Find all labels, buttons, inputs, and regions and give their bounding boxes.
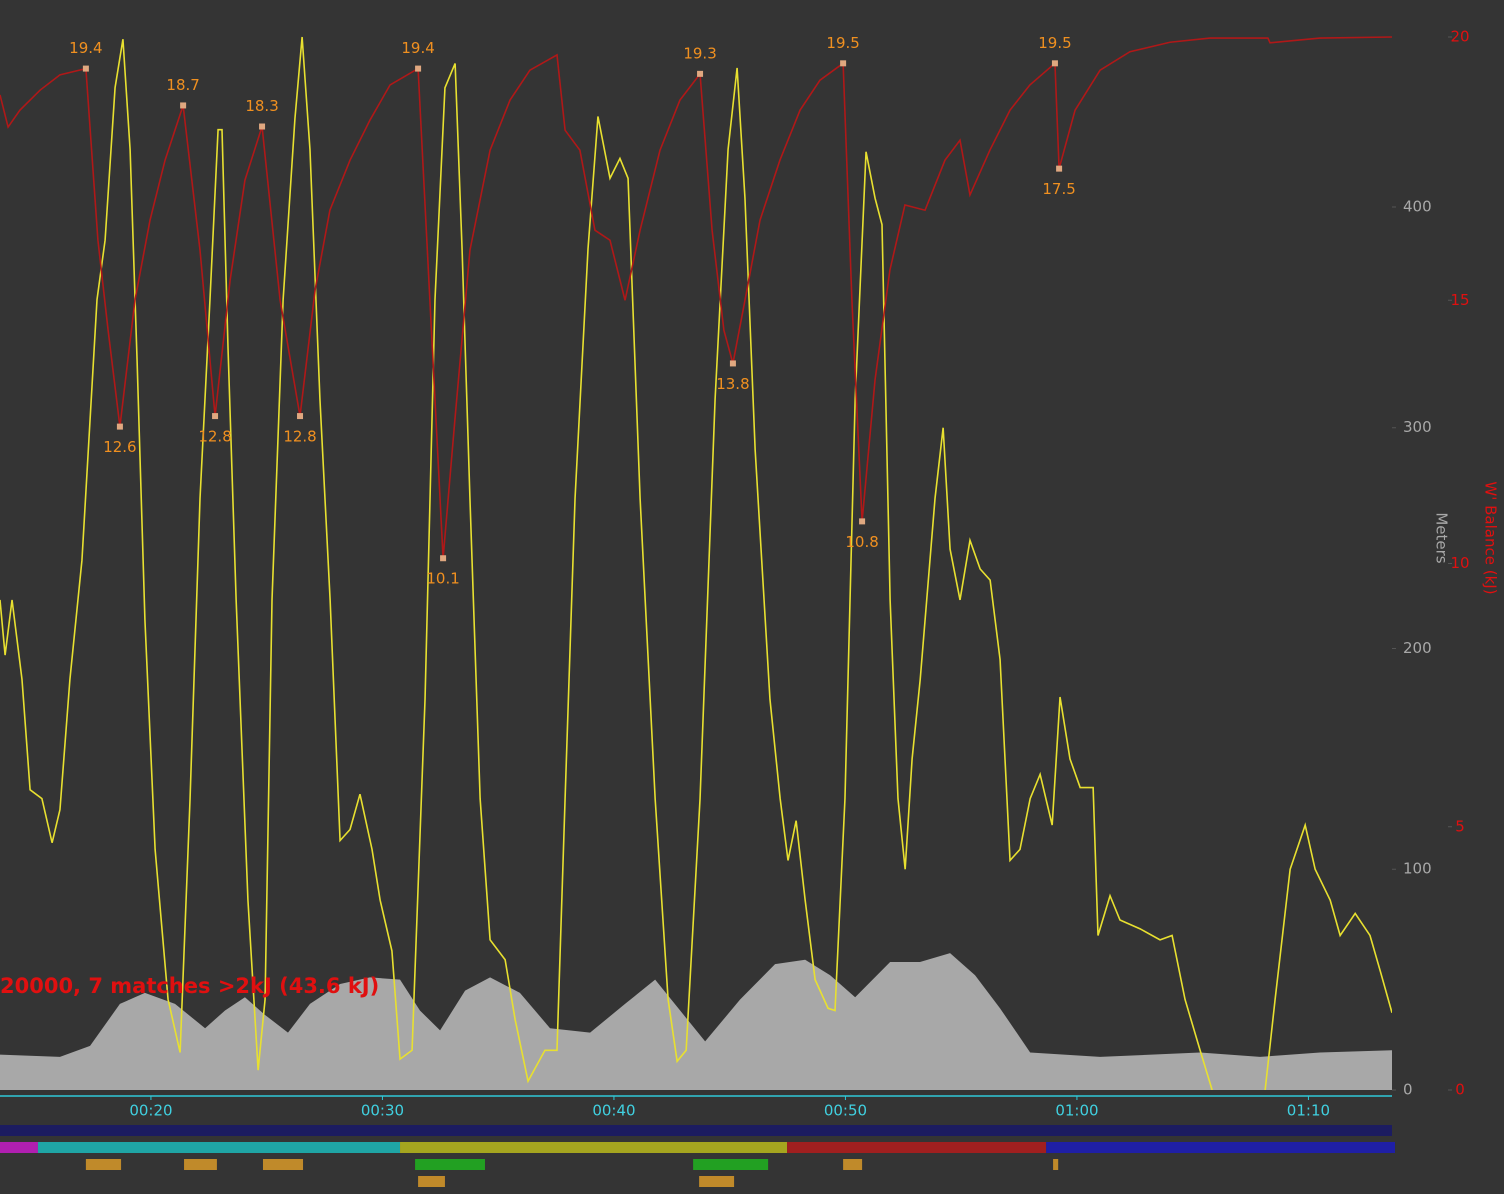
- annotation-label: 18.7: [166, 76, 199, 94]
- annotation-marker: [440, 555, 447, 562]
- annotation-label: 19.4: [401, 39, 434, 57]
- band-segment: [787, 1142, 1047, 1153]
- y2-tick-label: 15: [1450, 291, 1469, 309]
- x-tick-label: 00:30: [361, 1102, 404, 1120]
- y-axis-title: Meters: [1433, 512, 1451, 563]
- annotation-label: 18.3: [245, 97, 278, 115]
- annotation-label: 19.4: [69, 39, 102, 57]
- altitude-area: [0, 953, 1392, 1090]
- x-tick-label: 00:40: [592, 1102, 635, 1120]
- band-segment: [843, 1159, 863, 1170]
- annotation-marker: [297, 413, 304, 420]
- y2-tick-label: 20: [1450, 28, 1469, 46]
- data-line: [0, 36, 1392, 1090]
- annotation-marker: [415, 65, 422, 72]
- annotation-label: 12.8: [283, 428, 316, 446]
- annotation-label: 10.1: [426, 570, 459, 588]
- chart-title: 20000, 7 matches >2kJ (43.6 kJ): [0, 974, 379, 998]
- plot-area: [0, 36, 1392, 1090]
- y2-tick-label: 0: [1455, 1081, 1465, 1099]
- annotation-label: 19.3: [683, 44, 716, 62]
- y-tick-label: 200: [1403, 639, 1432, 657]
- annotation-marker: [729, 360, 736, 367]
- y-tick-label: 0: [1403, 1081, 1413, 1099]
- annotation-marker: [82, 65, 89, 72]
- band-segment: [262, 1159, 304, 1170]
- y2-axis-title: W' Balance (kJ): [1482, 481, 1500, 594]
- annotation-marker: [180, 102, 187, 109]
- annotation-marker: [1056, 165, 1063, 172]
- full-bar: [0, 1125, 1392, 1136]
- annotation-label: 17.5: [1042, 180, 1075, 198]
- band-segment: [37, 1142, 401, 1153]
- band-segment: [184, 1159, 217, 1170]
- annotation-marker: [259, 123, 266, 130]
- x-tick-label: 00:20: [129, 1102, 172, 1120]
- x-tick-label: 01:10: [1287, 1102, 1330, 1120]
- y2-tick-label: 5: [1455, 817, 1465, 835]
- y-tick-label: 400: [1403, 197, 1432, 215]
- annotation-label: 10.8: [845, 533, 878, 551]
- band-segment: [400, 1142, 788, 1153]
- annotation-marker: [840, 60, 847, 67]
- band-segment: [1053, 1159, 1059, 1170]
- annotation-label: 12.6: [103, 438, 136, 456]
- annotation-marker: [697, 70, 704, 77]
- y-tick-label: 100: [1403, 860, 1432, 878]
- annotation-label: 12.8: [198, 428, 231, 446]
- band-segment: [418, 1176, 445, 1187]
- band-segment: [693, 1159, 769, 1170]
- y2-tick-label: 10: [1450, 554, 1469, 572]
- annotation-marker: [1051, 60, 1058, 67]
- band-segment: [0, 1142, 38, 1153]
- annotation-label: 19.5: [1038, 34, 1071, 52]
- x-tick-label: 00:50: [824, 1102, 867, 1120]
- wbal-line: [0, 36, 1392, 559]
- annotation-label: 13.8: [716, 375, 749, 393]
- band-segment: [85, 1159, 122, 1170]
- band-segment: [699, 1176, 735, 1187]
- annotation-marker: [116, 423, 123, 430]
- annotation-marker: [212, 413, 219, 420]
- band-segment: [415, 1159, 485, 1170]
- band-segment: [1046, 1142, 1396, 1153]
- annotation-marker: [859, 518, 866, 525]
- annotation-label: 19.5: [826, 34, 859, 52]
- x-tick-label: 01:00: [1055, 1102, 1098, 1120]
- y-tick-label: 300: [1403, 418, 1432, 436]
